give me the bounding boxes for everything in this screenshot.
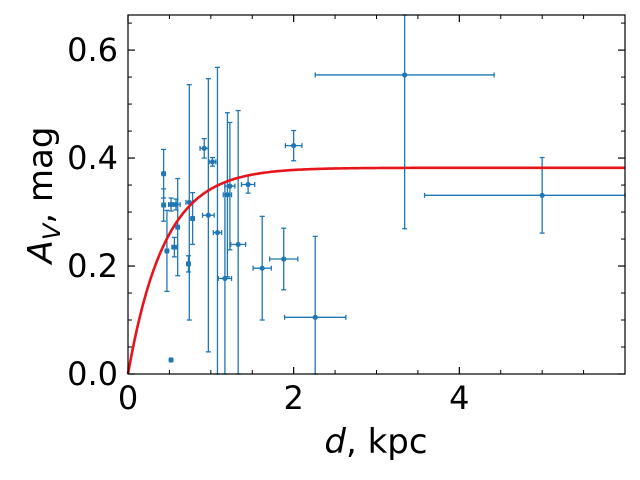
- tick-labels: 0 2 4 0.0 0.2 0.4 0.6: [67, 31, 469, 417]
- error-bar: [314, 14, 495, 230]
- y-tick-label: 0.2: [67, 247, 118, 285]
- data-point: [312, 314, 318, 320]
- data-point: [164, 248, 170, 254]
- y-tick-label: 0.0: [67, 355, 118, 393]
- data-point: [161, 202, 167, 208]
- data-point: [201, 145, 207, 151]
- model-curve: [126, 166, 625, 375]
- x-axis-label: d, kpc: [324, 422, 427, 462]
- data-point: [175, 224, 181, 230]
- y-axis-label: AV, mag: [21, 127, 66, 266]
- data-point: [214, 229, 221, 236]
- data-point: [185, 261, 192, 267]
- error-bar: [212, 66, 223, 375]
- data-point: [168, 201, 174, 208]
- data-point: [205, 212, 211, 218]
- data-point: [291, 143, 297, 149]
- data-point: [171, 244, 177, 250]
- data-point: [259, 265, 265, 271]
- error-bar: [283, 235, 347, 375]
- x-tick-label: 4: [449, 379, 469, 417]
- data-point: [245, 181, 251, 188]
- y-tick-label: 0.4: [67, 139, 118, 177]
- error-bars: [161, 14, 626, 375]
- data-point: [222, 275, 228, 282]
- data-point: [235, 241, 241, 248]
- data-point: [173, 201, 179, 208]
- axis-ticks: [127, 15, 626, 375]
- data-point: [227, 183, 233, 189]
- data-point: [168, 357, 174, 363]
- data-point: [402, 72, 408, 78]
- x-tick-label: 0: [118, 379, 138, 417]
- data-point: [539, 192, 545, 198]
- data-points: [161, 72, 545, 363]
- x-tick-label: 2: [283, 379, 303, 417]
- data-point: [224, 192, 230, 198]
- data-point: [190, 215, 196, 222]
- data-point: [209, 159, 216, 165]
- data-point: [161, 171, 167, 177]
- data-point: [281, 256, 287, 262]
- y-tick-label: 0.6: [67, 31, 118, 69]
